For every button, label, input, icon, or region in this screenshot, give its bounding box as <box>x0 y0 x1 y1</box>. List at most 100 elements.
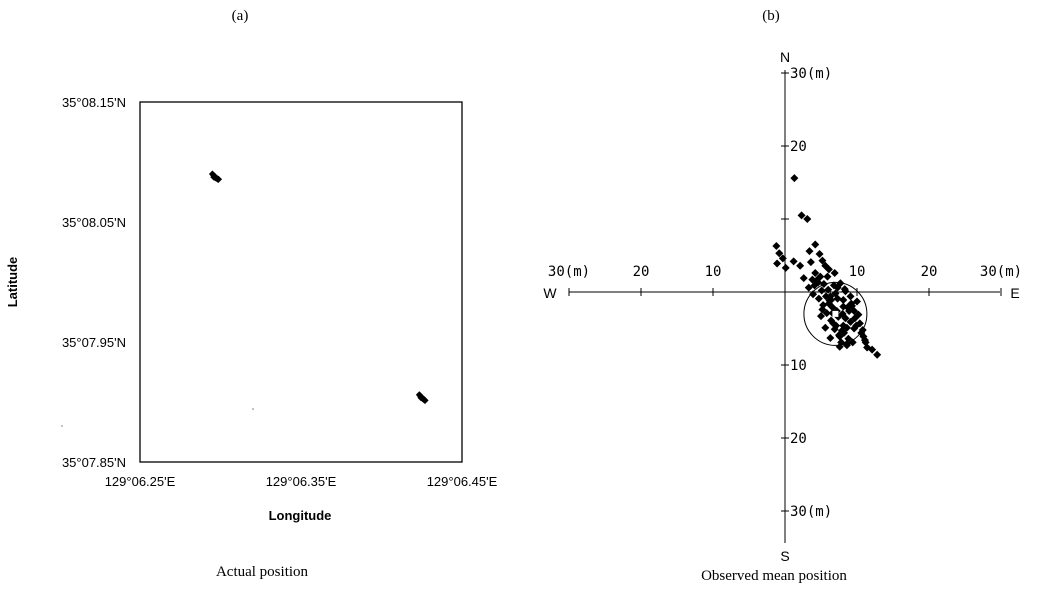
chart-b-mean-circle <box>803 281 868 346</box>
chart-b-point <box>845 306 854 315</box>
chart-a-point <box>215 175 223 183</box>
chart-b-point <box>842 341 851 350</box>
chart-b-x-tick-label: 30(m) <box>548 264 590 280</box>
chart-b-x-tick-label: 10 <box>849 264 866 280</box>
chart-b-point <box>853 297 861 306</box>
panel-a-label: (a) <box>232 8 249 24</box>
chart-a-x-tick-label: 129°06.25'E <box>105 474 176 489</box>
chart-b-point <box>823 272 832 281</box>
chart-b-point <box>830 269 839 278</box>
chart-a-x-tick-label: 129°06.35'E <box>266 474 337 489</box>
chart-b-point <box>773 259 782 268</box>
chart-b-point <box>803 215 812 223</box>
chart-b-x-tick-label: 10 <box>705 264 722 280</box>
chart-b-ticks <box>568 72 1002 512</box>
chart-a-point <box>421 396 429 404</box>
chart-b-point <box>826 333 835 342</box>
chart-b-point <box>808 275 817 284</box>
chart-b-point <box>839 302 848 311</box>
chart-b-x-tick-label: 30(m) <box>980 264 1022 280</box>
panel-b-caption: Observed mean position <box>701 568 847 584</box>
chart-b-point <box>811 269 820 278</box>
noise-dot <box>252 408 254 410</box>
chart-b-x-tick-labels: 30(m) 20 10 10 20 30(m) <box>548 264 1022 280</box>
chart-b-y-tick-labels: 30(m) 20 10 20 30(m) <box>790 66 832 520</box>
chart-b-point <box>846 292 855 301</box>
chart-b-points <box>772 174 882 359</box>
chart-b-point <box>809 290 818 299</box>
chart-b-point <box>859 332 868 341</box>
chart-b-point <box>817 286 826 295</box>
chart-b-point <box>772 242 781 251</box>
chart-b-point <box>828 303 837 312</box>
chart-b-point <box>873 350 882 359</box>
chart-b-point <box>816 272 825 281</box>
chart-b-y-tick-label: 10 <box>790 358 807 374</box>
chart-b-point <box>825 296 834 305</box>
chart-b-point <box>789 257 798 266</box>
chart-b-point <box>824 285 833 294</box>
chart-a-y-tick-label: 35°08.15'N <box>62 95 126 110</box>
chart-b-point <box>829 319 838 328</box>
chart-b-point <box>799 274 808 283</box>
compass-west-label: W <box>543 285 557 301</box>
chart-b-point <box>814 294 823 303</box>
chart-b-x-tick-label: 20 <box>921 264 938 280</box>
chart-b-point <box>775 249 784 258</box>
compass-north-label: N <box>780 49 790 65</box>
chart-b-point <box>778 254 787 263</box>
chart-b-point <box>861 338 870 347</box>
chart-b-x-tick-label: 20 <box>633 264 650 280</box>
chart-b-point <box>796 261 805 270</box>
chart-a-x-tick-labels: 129°06.25'E 129°06.35'E 129°06.45'E <box>105 474 498 489</box>
chart-b-point <box>855 319 864 328</box>
chart-b-point <box>829 281 838 290</box>
chart-b-point <box>831 289 840 298</box>
chart-b-point <box>824 265 833 274</box>
chart-b-point <box>835 331 843 340</box>
chart-b-y-tick-label: 30(m) <box>790 504 832 520</box>
chart-b-point <box>830 325 839 334</box>
chart-a-plot-frame <box>139 101 463 463</box>
compass-east-label: E <box>1010 285 1019 301</box>
chart-a-y-tick-label: 35°07.85'N <box>62 455 126 470</box>
chart-a: 35°08.15'N 35°08.05'N 35°07.95'N 35°07.85'N… <box>5 95 498 523</box>
chart-b-y-tick-label: 30(m) <box>790 66 832 82</box>
chart-a-y-tick-labels: 35°08.15'N 35°08.05'N 35°07.95'N 35°07.85'N <box>62 95 126 470</box>
chart-b-point <box>821 323 830 332</box>
chart-b-point <box>797 211 806 220</box>
panel-b-label: (b) <box>762 8 780 24</box>
chart-b-point <box>840 285 849 294</box>
chart-b-point <box>817 312 825 321</box>
chart-b-point <box>842 323 851 332</box>
chart-b-y-tick-label: 20 <box>790 139 807 155</box>
chart-b-point <box>850 314 859 323</box>
chart-a-points <box>208 170 429 405</box>
chart-b-point <box>838 309 847 318</box>
chart-a-x-axis-label: Longitude <box>269 508 332 523</box>
chart-b-point <box>868 345 877 354</box>
noise-dot <box>61 425 63 427</box>
chart-b-point <box>822 309 831 318</box>
chart-b-point <box>819 279 828 288</box>
chart-a-x-tick-label: 129°06.45'E <box>427 474 498 489</box>
chart-b-point <box>839 296 848 305</box>
chart-b-point <box>850 324 859 333</box>
chart-b-mean-marker <box>832 310 839 317</box>
chart-b-point <box>781 263 790 272</box>
chart-b-point <box>811 240 820 249</box>
chart-b-point <box>806 258 815 267</box>
chart-b-point <box>805 247 814 256</box>
chart-a-y-axis-label: Latitude <box>5 257 20 308</box>
chart-b-point <box>790 174 799 183</box>
chart-b-point <box>819 301 828 310</box>
compass-south-label: S <box>780 548 789 564</box>
chart-b-point <box>848 338 857 347</box>
chart-a-y-tick-label: 35°08.05'N <box>62 215 126 230</box>
panel-a-caption: Actual position <box>216 564 309 580</box>
chart-b-y-tick-label: 20 <box>790 431 807 447</box>
chart-a-y-tick-label: 35°07.95'N <box>62 335 126 350</box>
chart-b-point <box>815 250 824 259</box>
